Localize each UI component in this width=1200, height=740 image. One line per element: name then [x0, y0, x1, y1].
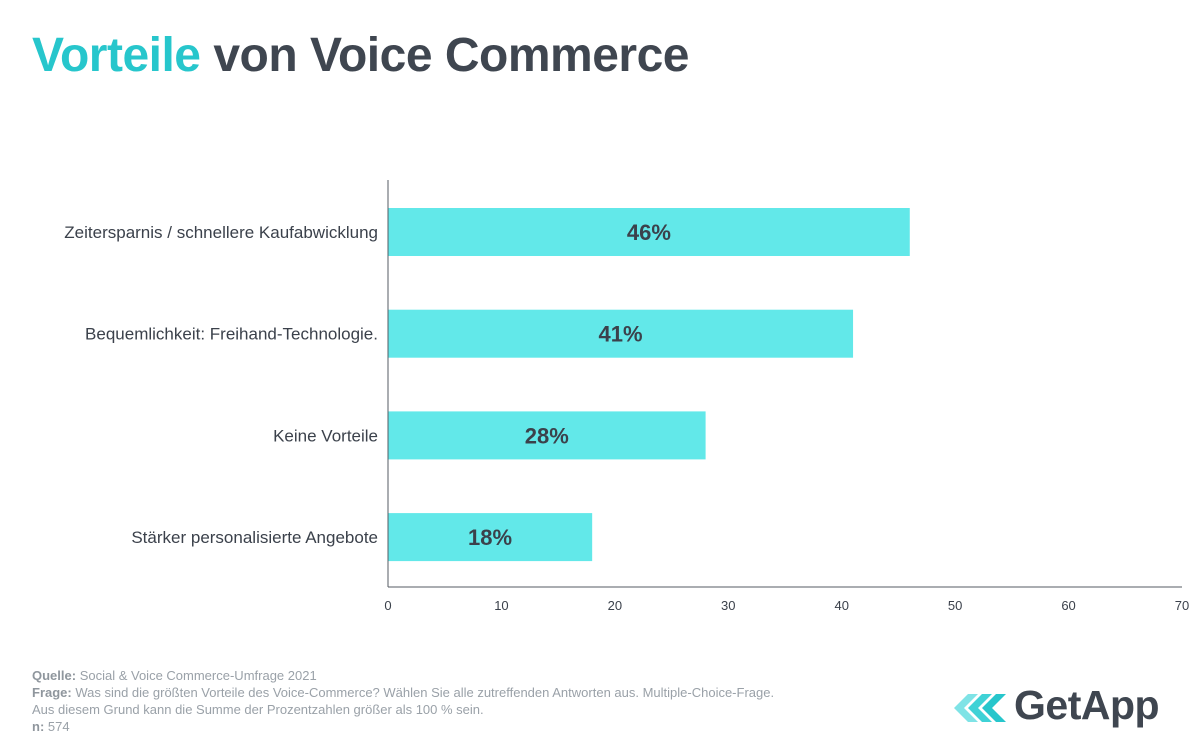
source-text: Social & Voice Commerce-Umfrage 2021	[76, 668, 317, 683]
x-tick-label: 20	[608, 598, 622, 613]
title-accent: Vorteile	[32, 29, 201, 82]
getapp-logo: GetApp	[952, 682, 1167, 730]
category-label: Zeitersparnis / schnellere Kaufabwicklun…	[64, 223, 378, 242]
bar-chart: 46% Zeitersparnis / schnellere Kaufabwick…	[64, 180, 1189, 613]
data-label: 41%	[599, 322, 643, 347]
bar	[388, 309, 854, 358]
data-label: 18%	[468, 525, 512, 550]
x-tick-label: 70	[1175, 598, 1189, 613]
getapp-chevrons-icon	[954, 694, 1006, 722]
x-tick-label: 40	[834, 598, 848, 613]
bar	[388, 208, 910, 256]
bar	[388, 513, 593, 562]
category-label: Stärker personalisierte Angebote	[131, 528, 378, 547]
chart-footer: Quelle: Social & Voice Commerce-Umfrage …	[32, 667, 774, 735]
question-text: Was sind die größten Vorteile des Voice-…	[71, 685, 775, 700]
sample-size-line: n: 574	[32, 718, 774, 735]
data-label: 28%	[525, 423, 569, 448]
data-label: 46%	[627, 220, 671, 245]
page-title: Vorteile von Voice Commerce	[32, 28, 689, 83]
x-tick-label: 0	[384, 598, 391, 613]
question-label: Frage:	[32, 685, 72, 700]
note-line: Aus diesem Grund kann die Summe der Proz…	[32, 702, 484, 717]
source-label: Quelle:	[32, 668, 77, 683]
x-tick-label: 10	[494, 598, 508, 613]
x-tick-label: 50	[948, 598, 962, 613]
question-line: Frage: Was sind die größten Vorteile des…	[32, 684, 774, 701]
title-rest: von Voice Commerce	[200, 29, 689, 82]
x-tick-label: 30	[721, 598, 735, 613]
source-line: Quelle: Social & Voice Commerce-Umfrage …	[32, 667, 774, 684]
category-label: Keine Vorteile	[273, 426, 378, 445]
category-label: Bequemlichkeit: Freihand-Technologie.	[85, 325, 378, 344]
getapp-logo-text: GetApp	[1014, 682, 1160, 728]
n-label: n:	[32, 719, 45, 734]
n-text: 574	[44, 719, 70, 734]
bar	[388, 411, 706, 460]
x-tick-label: 60	[1061, 598, 1075, 613]
